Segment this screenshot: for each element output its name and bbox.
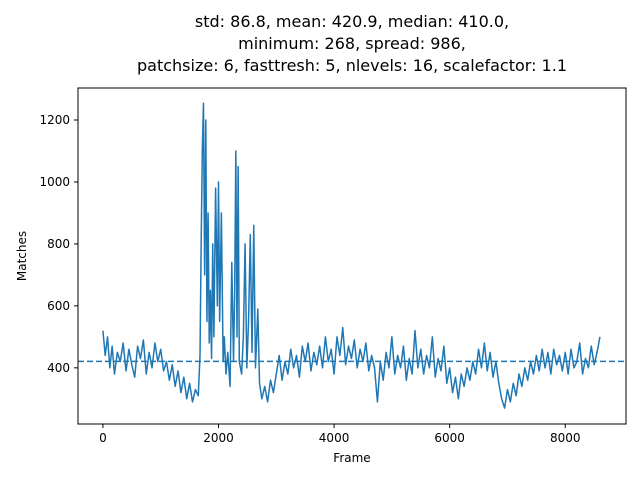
y-tick-label: 400 (47, 361, 70, 375)
y-tick-label: 1000 (39, 175, 70, 189)
y-axis-label: Matches (15, 231, 29, 281)
x-tick-label: 8000 (550, 431, 581, 445)
data-line (102, 102, 601, 409)
x-tick-label: 0 (99, 431, 107, 445)
chart-title: std: 86.8, mean: 420.9, median: 410.0, m… (137, 12, 567, 75)
y-tick-label: 1200 (39, 113, 70, 127)
x-tick-label: 2000 (203, 431, 234, 445)
y-tick-label: 600 (47, 299, 70, 313)
x-axis-label: Frame (333, 451, 370, 465)
x-tick-label: 4000 (319, 431, 350, 445)
axes-frame (77, 87, 627, 425)
y-tick-label: 800 (47, 237, 70, 251)
x-tick-label: 6000 (434, 431, 465, 445)
